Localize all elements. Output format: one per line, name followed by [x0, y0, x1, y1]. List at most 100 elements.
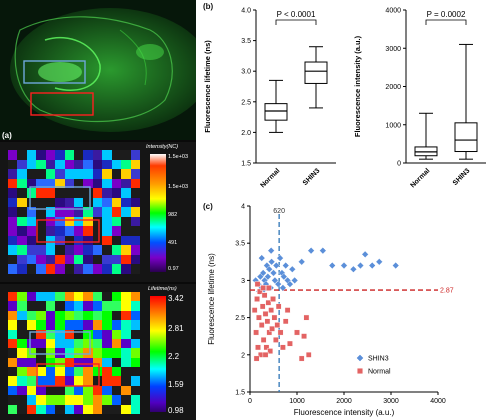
heatmap-pixel [26, 207, 37, 217]
heatmap-pixel [36, 150, 46, 160]
shin3-point [349, 265, 357, 273]
heatmap-pixel [102, 329, 112, 339]
heatmap-pixel [26, 320, 37, 330]
shin3-point [272, 261, 280, 270]
shin3-point [259, 269, 267, 277]
heatmap-pixel [64, 385, 74, 396]
lifetime-tick-0: 3.42 [168, 294, 184, 303]
heatmap-pixel [8, 292, 18, 302]
heatmap-pixel [36, 254, 46, 265]
heatmap-pixel [8, 338, 18, 349]
heatmap-pixel [111, 197, 122, 208]
heatmap-pixel [111, 357, 122, 368]
heatmap-pixel [36, 169, 46, 179]
box-iqr [304, 61, 328, 84]
panel-b-letter: (b) [203, 2, 214, 11]
heatmap-pixel [17, 376, 27, 386]
heatmap-pixel [130, 310, 140, 321]
heatmap-pixel [111, 292, 122, 302]
heatmap-pixel [55, 404, 65, 414]
heatmap-pixel [83, 264, 93, 274]
heatmap-pixel [102, 216, 112, 227]
heatmap-pixel [17, 367, 27, 377]
heatmap-pixel [83, 188, 93, 198]
heatmap-pixel [92, 235, 103, 246]
heatmap-pixel [121, 245, 131, 255]
heatmap-pixel [45, 169, 56, 179]
heatmap-pixel [83, 385, 93, 396]
category-label: Normal [259, 167, 281, 189]
y-tick-label: 1.5 [235, 390, 245, 397]
heatmap-pixel [64, 338, 74, 349]
shin3-point [267, 247, 275, 255]
normal-roi-box [23, 60, 86, 84]
legend-marker-normal [356, 367, 363, 374]
heatmap-pixel [55, 301, 65, 311]
heatmap-pixel [130, 320, 140, 330]
heatmap-pixel [74, 292, 84, 302]
heatmap-pixel [102, 320, 112, 330]
y-axis-title: Fluorescence intensity (a.u.) [353, 35, 362, 137]
heatmap-pixel [102, 159, 112, 170]
heatmap-pixel [26, 348, 37, 358]
heatmap-pixel [8, 385, 18, 396]
heatmap-pixel [74, 357, 84, 368]
heatmap-pixel [36, 348, 46, 358]
heatmap-pixel [36, 310, 46, 321]
p-value-annotation: P < 0.0001 [277, 10, 316, 19]
heatmap-pixel [17, 357, 27, 368]
heatmap-pixel [55, 178, 65, 189]
normal-point [257, 288, 263, 295]
heatmap-pixel [36, 178, 46, 189]
heatmap-pixel [102, 178, 112, 189]
heatmap-pixel [74, 320, 84, 330]
heatmap-pixel [130, 169, 140, 179]
shin3-point [392, 261, 400, 270]
heatmap-pixel [83, 310, 93, 321]
heatmap-pixel [64, 178, 74, 189]
heatmap-pixel [8, 357, 18, 368]
category-label: SHIN3 [302, 167, 322, 187]
category-label: SHIN3 [452, 167, 472, 187]
heatmap-pixel [8, 348, 18, 358]
heatmap-pixel [74, 235, 84, 246]
heatmap-pixel [26, 329, 37, 339]
lifetime-roi-overlay [29, 331, 100, 387]
heatmap-pixel [55, 188, 65, 198]
fluorescence-image: (a) [0, 0, 196, 140]
y-tick-label: 4 [241, 204, 245, 211]
heatmap-pixel [8, 197, 18, 208]
panel-a-images: (a) Intensity(NC) 1.5e+03 1.5e+03 982 49… [0, 0, 196, 420]
heatmap-pixel [36, 385, 46, 396]
heatmap-pixel [64, 329, 74, 339]
y-tick-label: 3.5 [235, 241, 245, 248]
heatmap-pixel [55, 385, 65, 396]
heatmap-pixel [111, 178, 122, 189]
heatmap-pixel [17, 329, 27, 339]
heatmap-pixel [83, 404, 93, 414]
heatmap-pixel [92, 188, 103, 198]
box-iqr [264, 103, 288, 121]
x-tick-label: 0 [248, 398, 252, 405]
heatmap-pixel [74, 338, 84, 349]
heatmap-pixel [111, 329, 122, 339]
normal-point [254, 281, 261, 287]
normal-point [259, 303, 266, 310]
heatmap-pixel [8, 150, 18, 160]
lifetime-heatmap [8, 292, 140, 414]
shin3-point [258, 254, 266, 262]
heatmap-pixel [17, 301, 27, 311]
heatmap-pixel [111, 385, 122, 396]
y-tick-label: 2 [241, 352, 245, 359]
normal-point [258, 322, 265, 328]
heatmap-pixel [111, 404, 122, 414]
heatmap-pixel [36, 357, 46, 368]
heatmap-pixel [64, 301, 74, 311]
heatmap-pixel [26, 385, 37, 396]
heatmap-pixel [121, 216, 131, 227]
normal-point [260, 284, 267, 291]
heatmap-pixel [92, 264, 103, 274]
shin3-point [282, 261, 290, 270]
heatmap-pixel [64, 235, 74, 246]
heatmap-pixel [83, 159, 93, 170]
